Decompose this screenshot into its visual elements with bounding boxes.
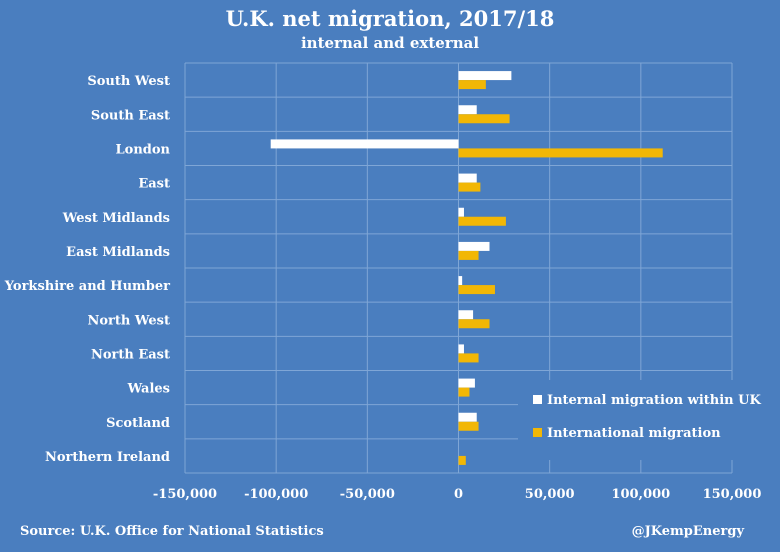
- category-label: North East: [91, 347, 170, 362]
- x-tick-label: 100,000: [611, 487, 670, 502]
- bar-international: [458, 285, 495, 295]
- category-label: West Midlands: [62, 211, 170, 226]
- bar-international: [458, 353, 479, 363]
- category-label: South West: [87, 74, 170, 89]
- bar-international: [458, 387, 470, 397]
- bar-internal: [270, 139, 459, 149]
- bar-international: [458, 250, 479, 260]
- category-label: London: [116, 142, 171, 157]
- category-label: East Midlands: [66, 245, 170, 260]
- x-tick-label: -150,000: [153, 487, 217, 502]
- legend-label-1: International migration: [547, 426, 721, 441]
- source-note: Source: U.K. Office for National Statist…: [20, 524, 324, 539]
- author-credit: @JKempEnergy: [631, 524, 744, 539]
- bar-international: [458, 182, 481, 192]
- bar-international: [458, 80, 486, 90]
- bar-international: [458, 114, 510, 124]
- chart-subtitle: internal and external: [300, 34, 480, 52]
- bar-internal: [458, 105, 477, 115]
- x-tick-label: -50,000: [340, 487, 395, 502]
- category-label: Wales: [127, 382, 170, 397]
- x-tick-label: -100,000: [244, 487, 308, 502]
- legend-background: [518, 380, 750, 460]
- x-tick-label: 50,000: [525, 487, 575, 502]
- category-label: Northern Ireland: [45, 450, 170, 465]
- legend-swatch-0: [533, 395, 542, 404]
- legend-label-0: Internal migration within UK: [547, 393, 761, 408]
- bar-internal: [458, 71, 512, 81]
- bar-international: [458, 319, 490, 329]
- category-label: South East: [91, 108, 170, 123]
- bar-internal: [458, 276, 463, 286]
- bar-international: [458, 455, 466, 465]
- bar-internal: [458, 207, 464, 217]
- category-label: East: [138, 177, 170, 192]
- category-label: Scotland: [106, 416, 170, 431]
- bar-international: [458, 216, 506, 226]
- category-label: North West: [87, 313, 170, 328]
- bar-international: [458, 148, 663, 158]
- bar-internal: [458, 310, 474, 320]
- bar-international: [458, 421, 479, 431]
- category-label: Yorkshire and Humber: [4, 279, 170, 294]
- x-tick-label: 0: [454, 487, 463, 502]
- legend-swatch-1: [533, 428, 542, 437]
- bar-internal: [458, 173, 477, 183]
- x-tick-label: 150,000: [703, 487, 762, 502]
- chart-title: U.K. net migration, 2017/18: [225, 6, 555, 31]
- bar-internal: [458, 241, 490, 251]
- bar-internal: [458, 412, 477, 422]
- bar-internal: [458, 344, 464, 354]
- bar-internal: [458, 378, 475, 388]
